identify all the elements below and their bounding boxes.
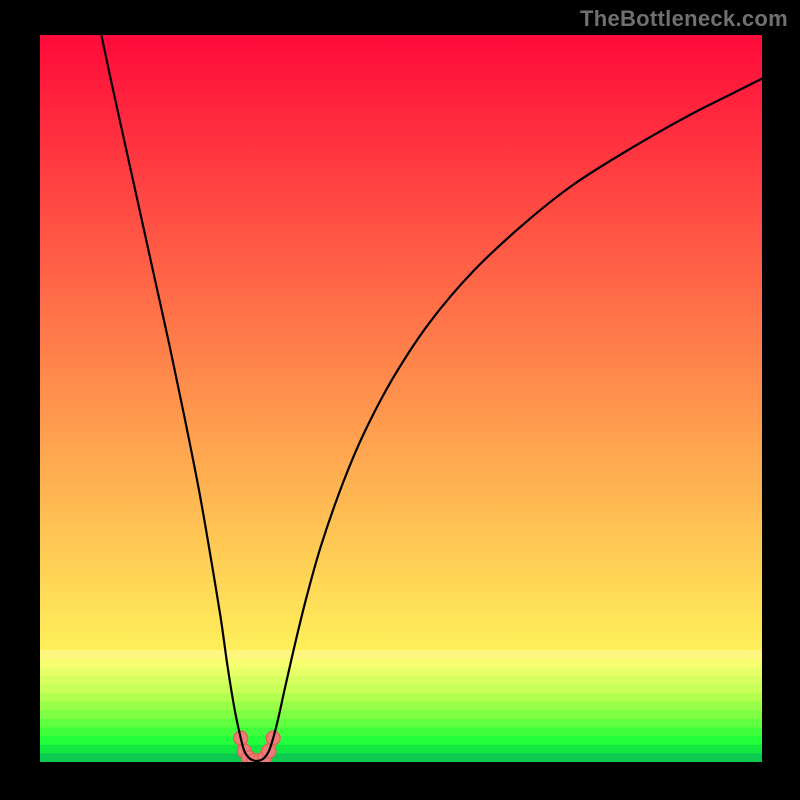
- chart-root: TheBottleneck.com: [0, 0, 800, 800]
- chart-svg: [0, 0, 800, 800]
- watermark-text: TheBottleneck.com: [580, 6, 788, 32]
